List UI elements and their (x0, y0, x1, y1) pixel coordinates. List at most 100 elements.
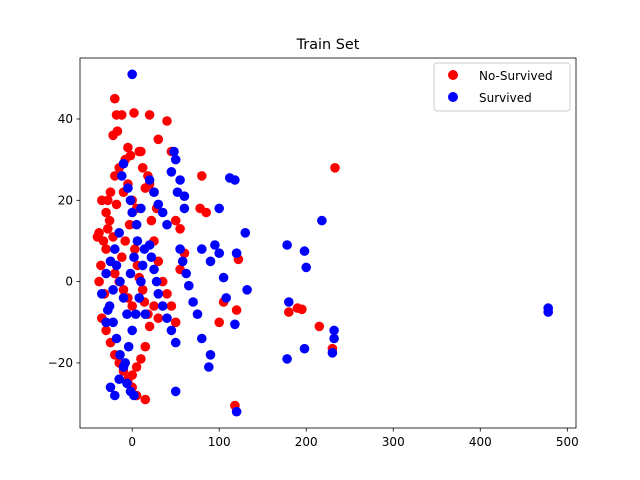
point-no-survived (105, 187, 116, 197)
point-survived (97, 289, 107, 299)
point-survived (153, 199, 164, 210)
point-survived (179, 203, 190, 214)
point-survived (110, 244, 120, 254)
point-no-survived (231, 305, 242, 315)
point-no-survived (162, 116, 172, 126)
point-no-survived (125, 150, 136, 161)
x-tick-label: 0 (128, 435, 136, 449)
point-survived (166, 325, 177, 336)
point-survived (140, 309, 151, 320)
point-no-survived (140, 183, 151, 193)
point-survived (129, 390, 139, 401)
point-no-survived (149, 301, 159, 311)
point-no-survived (197, 171, 207, 181)
point-survived (162, 219, 172, 230)
point-survived (132, 236, 143, 246)
point-no-survived (162, 289, 172, 299)
point-survived (242, 285, 252, 295)
point-survived (282, 354, 292, 364)
point-survived (115, 350, 125, 360)
point-survived (157, 207, 168, 218)
point-no-survived (117, 252, 127, 262)
point-no-survived (111, 199, 122, 210)
point-no-survived (101, 207, 111, 218)
point-survived (181, 268, 191, 279)
point-no-survived (127, 301, 137, 311)
point-no-survived (108, 130, 118, 141)
point-survived (214, 203, 224, 214)
point-no-survived (153, 313, 164, 324)
point-no-survived (103, 224, 113, 234)
point-survived (327, 348, 338, 358)
point-survived (108, 317, 118, 328)
point-survived (192, 309, 203, 320)
point-no-survived (170, 317, 181, 328)
point-survived (301, 262, 312, 273)
point-survived (129, 252, 139, 262)
point-survived (110, 390, 120, 401)
point-no-survived (129, 108, 139, 118)
point-survived (123, 183, 133, 193)
point-no-survived (140, 341, 151, 352)
point-survived (214, 248, 224, 258)
point-no-survived (136, 354, 146, 364)
point-survived (188, 297, 198, 307)
point-survived (137, 260, 148, 271)
point-survived (204, 362, 214, 372)
point-survived (210, 240, 220, 250)
point-survived (170, 337, 181, 348)
point-survived (230, 319, 240, 330)
point-no-survived (101, 325, 111, 336)
point-survived (144, 175, 155, 185)
point-survived (205, 350, 216, 360)
point-no-survived (137, 163, 148, 173)
point-no-survived (146, 215, 157, 226)
point-no-survived (92, 232, 103, 242)
point-no-survived (104, 215, 115, 226)
point-survived (104, 301, 115, 311)
y-tick-label: 20 (58, 193, 73, 207)
point-survived (184, 280, 194, 291)
point-survived (120, 358, 130, 368)
point-no-survived (153, 134, 164, 145)
legend-label-survived: Survived (479, 91, 532, 105)
point-no-survived (314, 321, 325, 332)
point-survived (329, 325, 339, 336)
point-no-survived (170, 215, 181, 226)
legend-label-no-survived: No-Survived (479, 69, 553, 83)
point-survived (125, 195, 136, 206)
point-survived (136, 276, 146, 287)
point-survived (105, 382, 116, 393)
point-survived (231, 248, 242, 258)
point-survived (231, 406, 242, 417)
x-tick-label: 300 (382, 435, 405, 449)
point-no-survived (118, 285, 129, 295)
point-no-survived (110, 268, 120, 279)
plot-frame (79, 57, 577, 429)
point-survived (162, 313, 172, 324)
point-no-survived (96, 260, 106, 271)
point-no-survived (330, 163, 340, 173)
x-tick-label: 100 (208, 435, 231, 449)
y-tick-label: 40 (58, 112, 73, 126)
point-no-survived (117, 110, 127, 120)
point-survived (101, 268, 111, 279)
point-no-survived (97, 195, 107, 206)
point-survived (125, 268, 136, 279)
point-survived (284, 297, 294, 307)
point-survived (123, 341, 134, 352)
point-survived (151, 276, 162, 287)
point-survived (136, 203, 146, 214)
point-survived (114, 374, 124, 385)
point-survived (101, 317, 111, 328)
point-no-survived (166, 301, 177, 311)
point-no-survived (144, 321, 155, 332)
point-survived (218, 272, 229, 283)
legend-box (433, 62, 571, 112)
point-no-survived (214, 317, 224, 328)
point-survived (111, 260, 122, 271)
point-no-survived (123, 142, 133, 153)
legend-marker-survived (448, 92, 458, 102)
